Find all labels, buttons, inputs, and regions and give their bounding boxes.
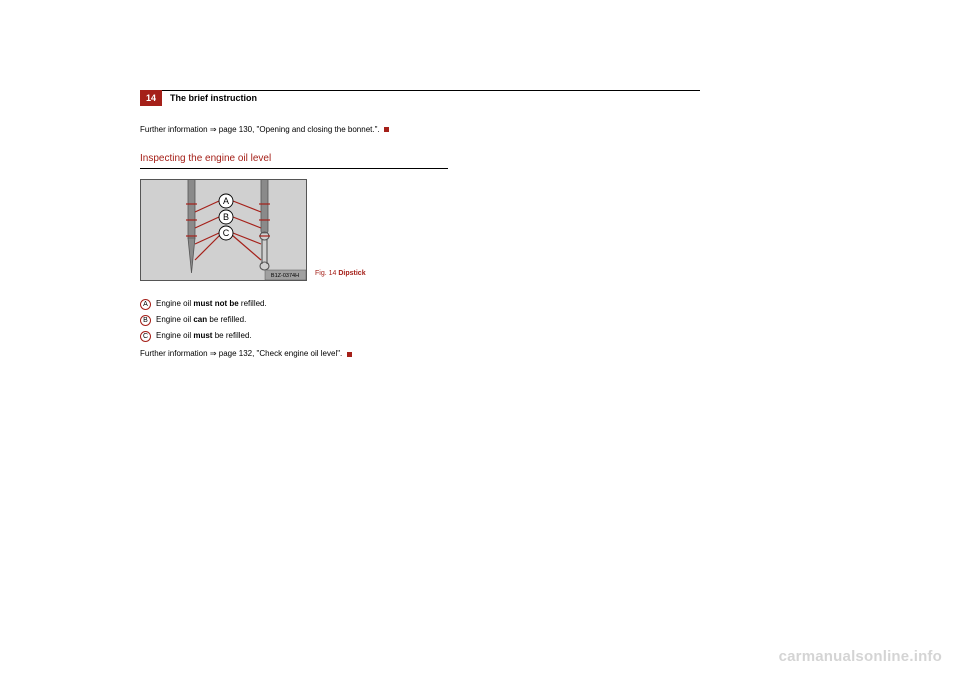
legend-a-t3: refilled.: [239, 299, 267, 308]
legend-c-t2: must: [193, 331, 212, 340]
legend-item-a: A Engine oil must not be refilled.: [140, 299, 820, 310]
figure-code: B1Z-0374H: [271, 273, 299, 279]
watermark-text: carmanualsonline.info: [779, 648, 942, 665]
page-header: 14 The brief instruction: [140, 90, 820, 106]
legend-c-t1: Engine oil: [156, 331, 193, 340]
legend-b-t3: be refilled.: [207, 315, 246, 324]
intro-ref: ⇒ page 130, "Opening and closing the bon…: [210, 125, 380, 134]
end-marker-icon: [347, 352, 352, 357]
outro-paragraph: Further information ⇒ page 132, "Check e…: [140, 348, 820, 359]
figure-badge-b: B: [223, 212, 229, 222]
page-number-badge: 14: [140, 90, 162, 106]
header-title: The brief instruction: [170, 93, 257, 103]
legend-c-t3: be refilled.: [212, 331, 251, 340]
figure-caption: Fig. 14 Dipstick: [315, 270, 366, 277]
legend-b-t1: Engine oil: [156, 315, 193, 324]
document-page: 14 The brief instruction Further informa…: [0, 0, 960, 679]
outro-prefix: Further information: [140, 349, 210, 358]
dipstick-illustration: A B C B1Z-0374H: [141, 180, 306, 280]
figure-caption-name: Dipstick: [338, 270, 365, 277]
section-rule: [140, 168, 448, 169]
legend-list: A Engine oil must not be refilled. B Eng…: [140, 299, 820, 342]
legend-badge-b: B: [140, 315, 151, 326]
outro-ref: ⇒ page 132, "Check engine oil level".: [210, 349, 342, 358]
end-marker-icon: [384, 127, 389, 132]
legend-item-c: C Engine oil must be refilled.: [140, 331, 820, 342]
figure-caption-prefix: Fig. 14: [315, 270, 338, 277]
legend-text-b: Engine oil can be refilled.: [156, 315, 246, 324]
legend-badge-c: C: [140, 331, 151, 342]
legend-b-t2: can: [193, 315, 207, 324]
figure-badge-a: A: [223, 196, 229, 206]
legend-a-t1: Engine oil: [156, 299, 193, 308]
figure-image: A B C B1Z-0374H: [140, 179, 307, 281]
legend-item-b: B Engine oil can be refilled.: [140, 315, 820, 326]
legend-badge-a: A: [140, 299, 151, 310]
section-heading: Inspecting the engine oil level: [140, 153, 820, 164]
intro-paragraph: Further information ⇒ page 130, "Opening…: [140, 124, 820, 135]
legend-text-a: Engine oil must not be refilled.: [156, 299, 267, 308]
intro-prefix: Further information: [140, 125, 210, 134]
figure-area: A B C B1Z-0374H Fig. 14 Dipstick: [140, 179, 820, 281]
legend-text-c: Engine oil must be refilled.: [156, 331, 252, 340]
figure-badge-c: C: [223, 228, 230, 238]
legend-a-t2: must not be: [193, 299, 238, 308]
